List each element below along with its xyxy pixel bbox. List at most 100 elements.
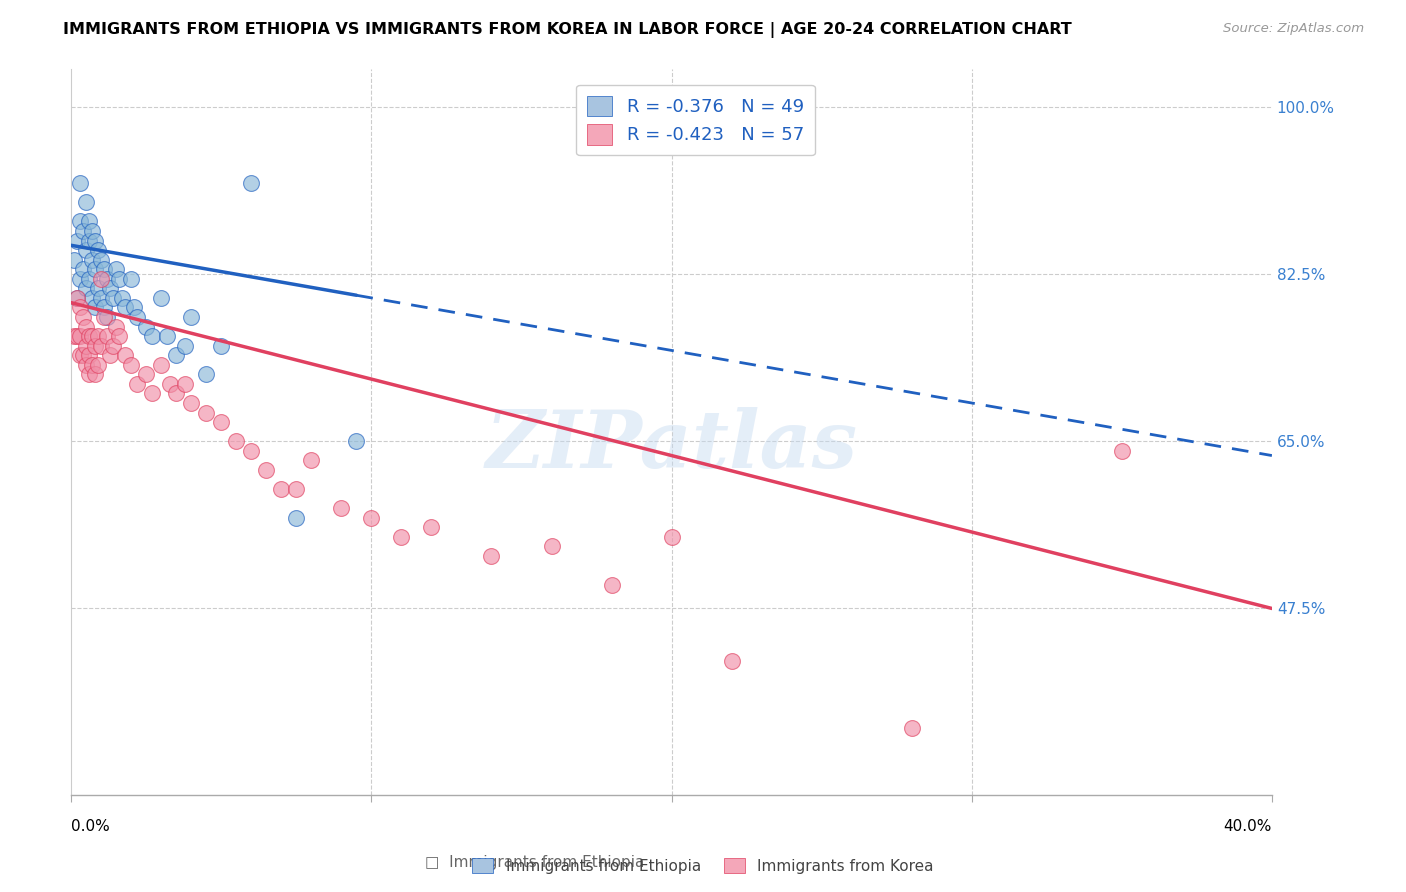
Point	[87, 243, 110, 257]
Point	[120, 358, 142, 372]
Point	[77, 348, 100, 362]
Point	[66, 234, 89, 248]
Point	[66, 329, 89, 343]
Point	[209, 339, 232, 353]
Point	[75, 339, 97, 353]
Point	[600, 577, 623, 591]
Point	[75, 281, 97, 295]
Point	[77, 234, 100, 248]
Point	[82, 358, 104, 372]
Point	[174, 376, 197, 391]
Point	[77, 272, 100, 286]
Point	[661, 530, 683, 544]
Point	[75, 195, 97, 210]
Point	[127, 310, 149, 324]
Text: IMMIGRANTS FROM ETHIOPIA VS IMMIGRANTS FROM KOREA IN LABOR FORCE | AGE 20-24 COR: IMMIGRANTS FROM ETHIOPIA VS IMMIGRANTS F…	[63, 22, 1071, 38]
Point	[114, 348, 136, 362]
Text: □  Immigrants from Ethiopia: □ Immigrants from Ethiopia	[425, 855, 644, 870]
Point	[540, 539, 562, 553]
Point	[66, 291, 89, 305]
Point	[135, 319, 157, 334]
Legend: R = -0.376   N = 49, R = -0.423   N = 57: R = -0.376 N = 49, R = -0.423 N = 57	[576, 85, 815, 155]
Point	[124, 301, 146, 315]
Point	[127, 376, 149, 391]
Point	[75, 358, 97, 372]
Point	[93, 301, 115, 315]
Point	[72, 224, 94, 238]
Point	[96, 272, 118, 286]
Point	[72, 310, 94, 324]
Text: Source: ZipAtlas.com: Source: ZipAtlas.com	[1223, 22, 1364, 36]
Text: ZIPatlas: ZIPatlas	[485, 408, 858, 485]
Point	[90, 272, 112, 286]
Point	[63, 329, 86, 343]
Point	[420, 520, 443, 534]
Point	[90, 252, 112, 267]
Point	[180, 396, 202, 410]
Point	[120, 272, 142, 286]
Point	[360, 510, 382, 524]
Point	[108, 272, 131, 286]
Point	[72, 348, 94, 362]
Point	[141, 386, 163, 401]
Point	[84, 339, 107, 353]
Point	[96, 310, 118, 324]
Point	[270, 482, 292, 496]
Point	[299, 453, 322, 467]
Point	[69, 176, 91, 190]
Point	[240, 443, 263, 458]
Text: 40.0%: 40.0%	[1223, 819, 1272, 834]
Point	[105, 262, 128, 277]
Point	[344, 434, 367, 449]
Point	[135, 368, 157, 382]
Point	[481, 549, 503, 563]
Point	[165, 348, 187, 362]
Point	[87, 329, 110, 343]
Point	[165, 386, 187, 401]
Point	[159, 376, 181, 391]
Point	[209, 415, 232, 429]
Point	[82, 252, 104, 267]
Point	[195, 406, 218, 420]
Point	[254, 463, 277, 477]
Point	[285, 482, 308, 496]
Point	[150, 291, 173, 305]
Point	[69, 329, 91, 343]
Point	[69, 272, 91, 286]
Point	[391, 530, 413, 544]
Point	[75, 243, 97, 257]
Point	[66, 291, 89, 305]
Point	[285, 510, 308, 524]
Point	[111, 291, 134, 305]
Point	[63, 252, 86, 267]
Point	[141, 329, 163, 343]
Point	[82, 329, 104, 343]
Text: 0.0%: 0.0%	[72, 819, 110, 834]
Legend: Immigrants from Ethiopia, Immigrants from Korea: Immigrants from Ethiopia, Immigrants fro…	[465, 852, 941, 880]
Point	[69, 214, 91, 228]
Point	[87, 358, 110, 372]
Point	[330, 501, 353, 516]
Point	[93, 310, 115, 324]
Point	[87, 281, 110, 295]
Point	[84, 301, 107, 315]
Point	[240, 176, 263, 190]
Point	[77, 329, 100, 343]
Point	[77, 368, 100, 382]
Point	[90, 291, 112, 305]
Point	[84, 368, 107, 382]
Point	[96, 329, 118, 343]
Point	[82, 291, 104, 305]
Point	[84, 234, 107, 248]
Point	[69, 301, 91, 315]
Point	[105, 319, 128, 334]
Point	[98, 281, 121, 295]
Point	[150, 358, 173, 372]
Point	[225, 434, 247, 449]
Point	[93, 262, 115, 277]
Point	[156, 329, 179, 343]
Point	[77, 214, 100, 228]
Point	[174, 339, 197, 353]
Point	[75, 319, 97, 334]
Point	[84, 262, 107, 277]
